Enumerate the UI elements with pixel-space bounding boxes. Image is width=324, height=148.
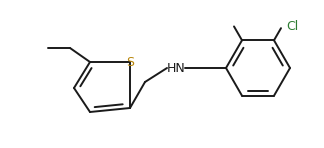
Text: HN: HN (167, 62, 185, 74)
Text: Cl: Cl (286, 20, 298, 33)
Text: S: S (126, 56, 134, 69)
